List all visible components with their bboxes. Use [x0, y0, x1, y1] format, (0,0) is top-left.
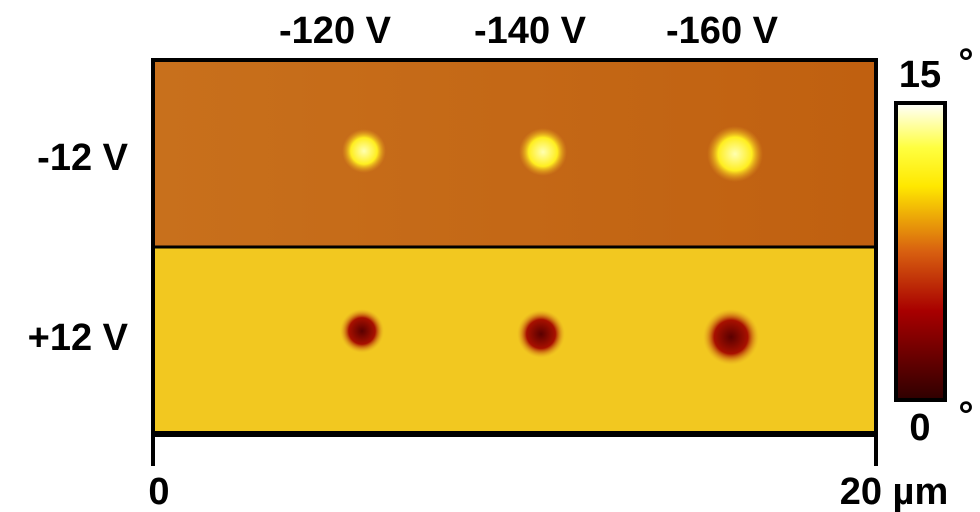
colorbar-tick-label: 0 [909, 407, 930, 449]
colorbar-tick-label: 15 [899, 54, 941, 96]
x-tick-label: 20 µm [840, 471, 949, 512]
column-label: -120 V [279, 10, 392, 52]
domain-dot [519, 128, 567, 176]
x-tick-label: 0 [148, 471, 169, 512]
bottom-panel [153, 247, 876, 433]
domain-dot [517, 310, 565, 358]
domain-dot [340, 309, 384, 353]
domain-dot [707, 126, 763, 182]
row-label: +12 V [28, 317, 129, 359]
colorbar [894, 101, 947, 402]
top-panel [153, 60, 876, 247]
column-label: -160 V [666, 10, 779, 52]
row-label: -12 V [37, 137, 128, 179]
domain-dot [342, 129, 386, 173]
colorbar-unit: ° [958, 42, 973, 84]
domain-dot [703, 309, 759, 365]
colorbar-unit: ° [958, 395, 973, 437]
column-label: -140 V [474, 10, 587, 52]
